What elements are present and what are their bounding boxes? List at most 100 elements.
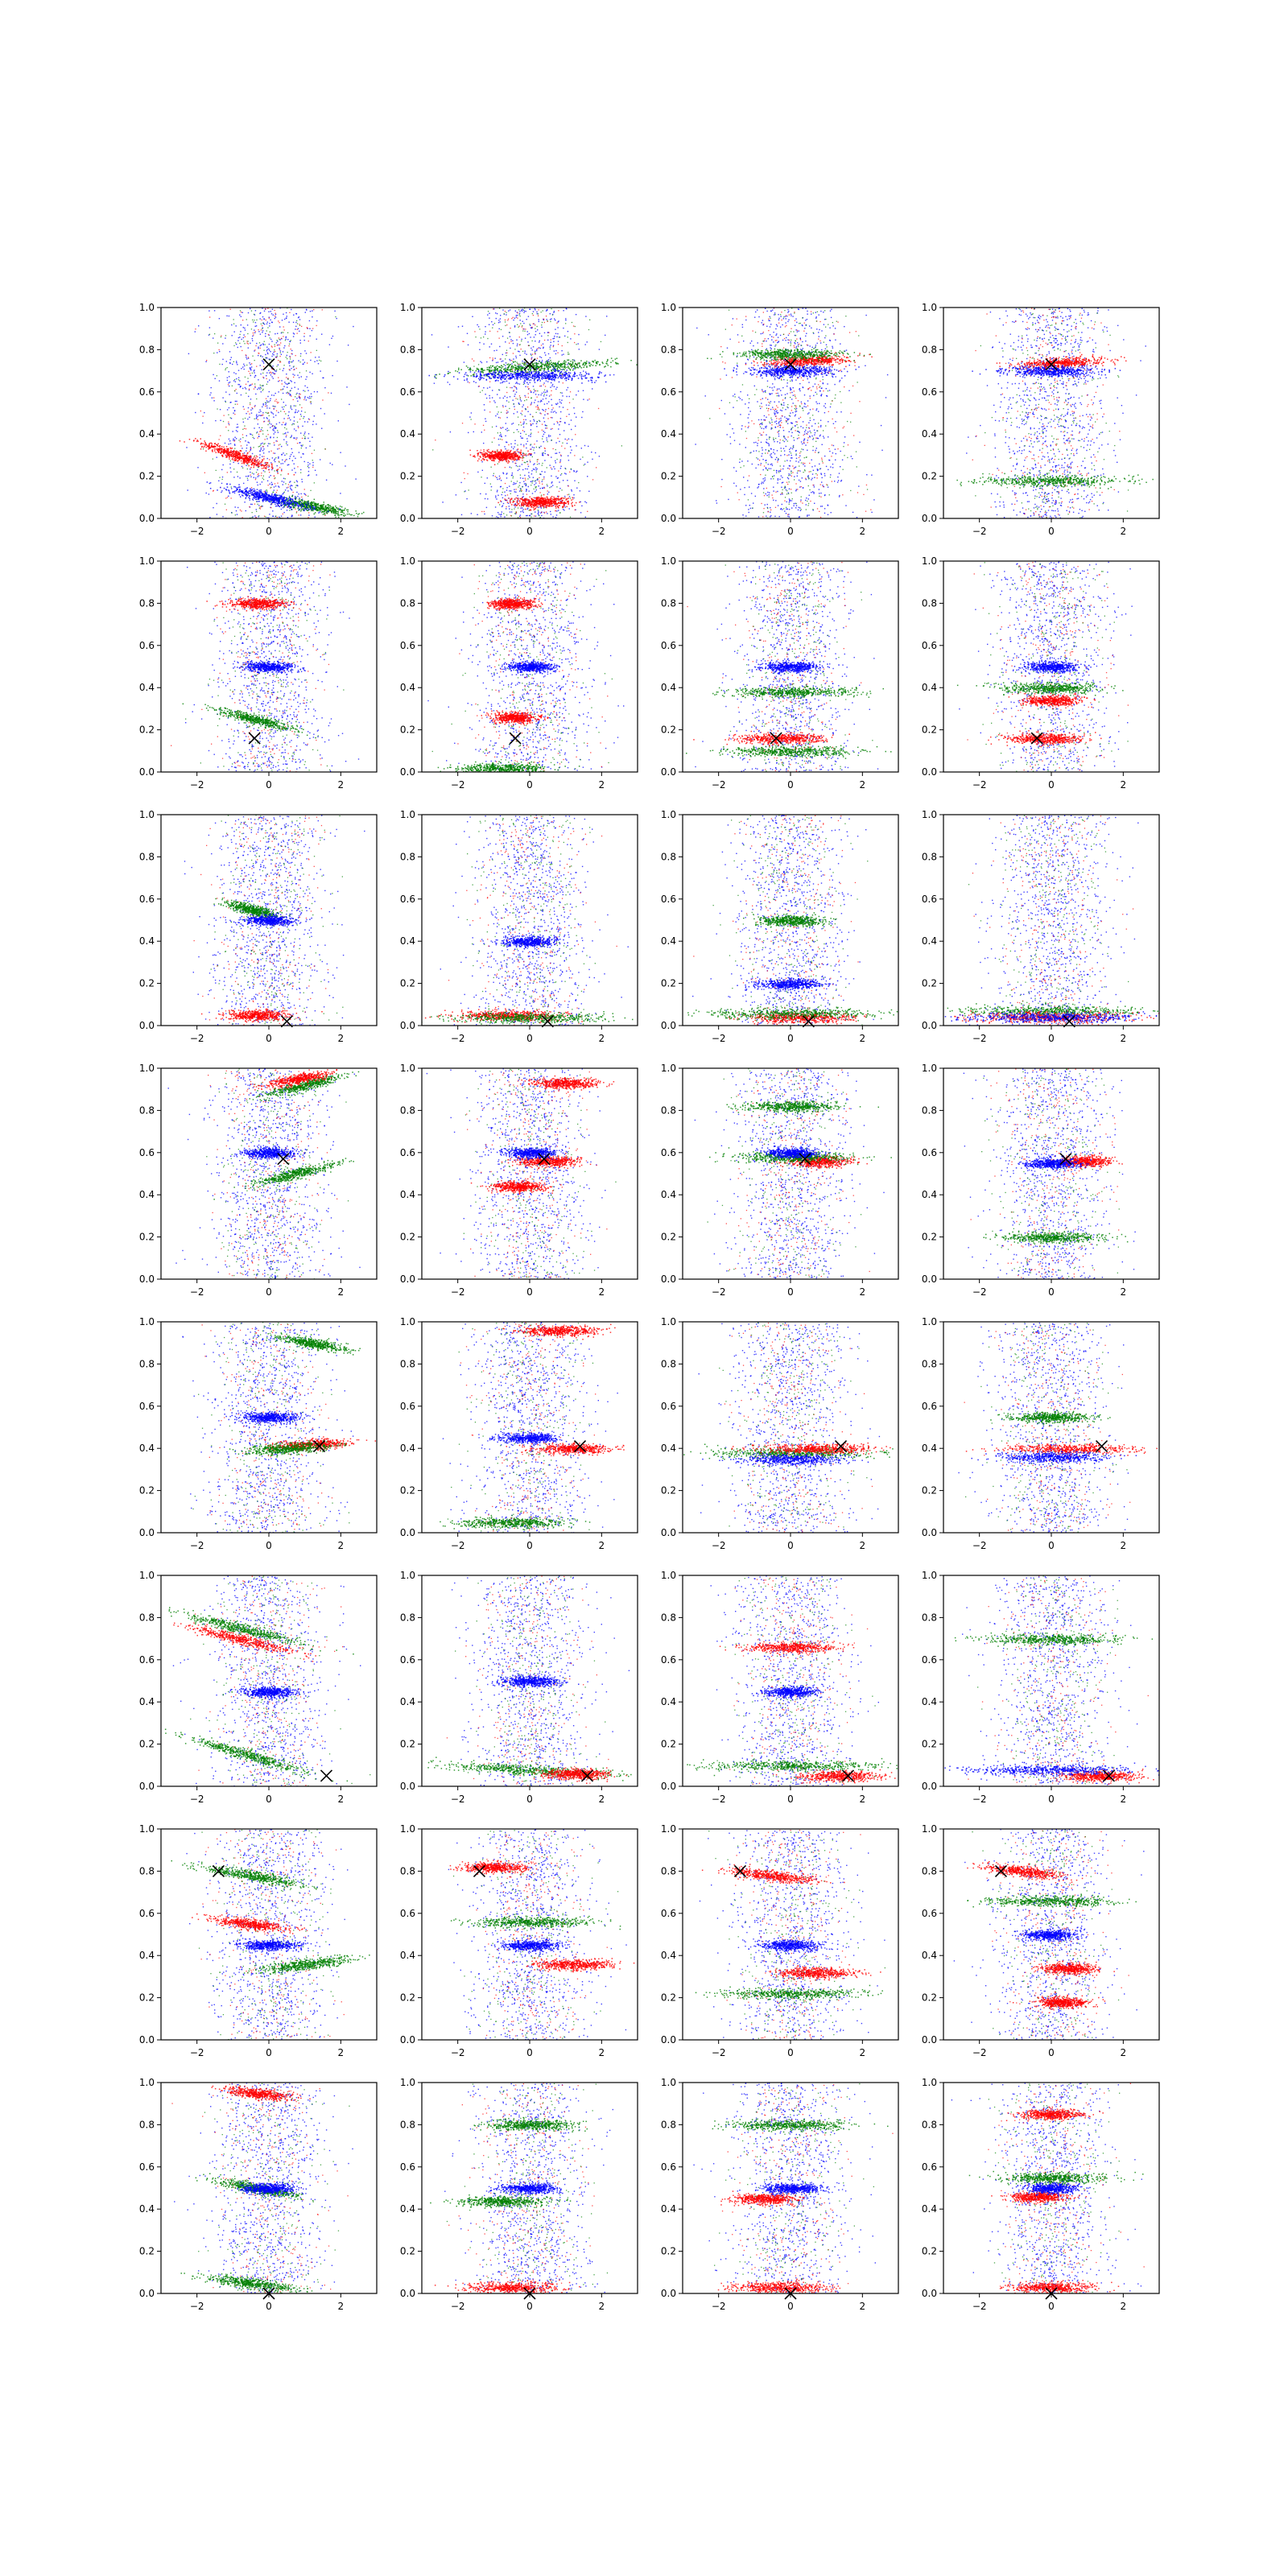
scatter-point <box>500 477 501 478</box>
scatter-point <box>228 450 229 452</box>
scatter-point <box>262 389 263 390</box>
scatter-point <box>543 418 544 419</box>
scatter-point <box>525 365 526 367</box>
scatter-point <box>304 461 305 462</box>
scatter-point <box>219 364 220 365</box>
scatter-point <box>280 352 281 353</box>
scatter-point <box>570 338 571 339</box>
scatter-point <box>510 371 512 373</box>
scatter-point <box>239 486 241 488</box>
scatter-point <box>291 489 292 490</box>
scatter-point <box>560 392 561 393</box>
scatter-point <box>259 446 260 447</box>
scatter-point <box>355 510 357 512</box>
scatter-point <box>542 439 543 440</box>
scatter-point <box>239 384 240 385</box>
scatter-point <box>300 361 301 362</box>
scatter-point <box>498 444 499 445</box>
scatter-point <box>330 463 331 464</box>
scatter-point <box>242 388 243 389</box>
scatter-point <box>277 497 279 499</box>
scatter-point <box>572 359 574 361</box>
scatter-point <box>544 322 545 323</box>
scatter-point <box>283 368 284 369</box>
scatter-point <box>277 356 278 357</box>
scatter-point <box>583 370 584 371</box>
scatter-point <box>489 370 490 372</box>
scatter-point <box>213 400 214 401</box>
scatter-point <box>330 506 332 508</box>
scatter-point <box>504 492 505 493</box>
scatter-point <box>263 403 264 404</box>
scatter-point <box>266 493 267 495</box>
scatter-point <box>498 439 499 440</box>
scatter-point <box>474 423 475 424</box>
scatter-point <box>236 438 237 439</box>
scatter-point <box>280 339 281 340</box>
scatter-point <box>617 358 618 360</box>
scatter-point <box>565 473 566 474</box>
scatter-point <box>270 487 271 488</box>
scatter-point <box>225 456 227 457</box>
scatter-point <box>493 438 494 439</box>
scatter-point <box>258 492 259 493</box>
scatter-point <box>523 310 524 311</box>
scatter-point <box>321 428 322 429</box>
scatter-point <box>541 365 543 366</box>
scatter-point <box>530 481 531 482</box>
scatter-point <box>229 351 230 352</box>
scatter-point <box>261 497 262 499</box>
scatter-point <box>265 462 266 464</box>
scatter-point <box>489 411 490 412</box>
scatter-point <box>602 361 604 363</box>
scatter-point <box>518 366 519 368</box>
scatter-point <box>220 420 221 421</box>
scatter-point <box>493 473 494 474</box>
scatter-point <box>327 505 328 506</box>
scatter-point <box>316 339 317 340</box>
scatter-point <box>296 512 297 513</box>
scatter-point <box>236 452 237 454</box>
scatter-point <box>313 508 315 510</box>
scatter-point <box>508 311 509 312</box>
scatter-point <box>262 412 263 413</box>
scatter-point <box>309 419 310 420</box>
scatter-point <box>275 500 276 502</box>
scatter-point <box>281 446 282 447</box>
scatter-point <box>299 397 300 398</box>
scatter-point <box>261 429 262 430</box>
scatter-point <box>542 364 543 365</box>
scatter-point <box>559 364 560 365</box>
scatter-point <box>260 495 262 497</box>
scatter-point <box>283 386 284 387</box>
scatter-point <box>268 469 270 471</box>
scatter-point <box>268 334 269 335</box>
scatter-point <box>209 447 211 448</box>
scatter-point <box>557 327 558 328</box>
scatter-point <box>567 443 568 444</box>
scatter-point <box>244 455 246 456</box>
scatter-point <box>499 346 500 347</box>
scatter-point <box>559 361 560 362</box>
scatter-point <box>524 361 525 362</box>
scatter-point <box>576 375 578 377</box>
scatter-point <box>257 498 258 500</box>
scatter-point <box>515 483 516 484</box>
scatter-point <box>514 440 515 441</box>
scatter-point <box>519 404 520 405</box>
scatter-point <box>267 463 269 464</box>
scatter-point <box>557 478 558 479</box>
scatter-point <box>263 319 264 320</box>
scatter-point <box>506 417 507 418</box>
scatter-point <box>557 333 558 334</box>
scatter-point <box>309 328 310 329</box>
scatter-point <box>499 478 500 479</box>
scatter-point <box>274 433 275 434</box>
scatter-point <box>519 466 520 467</box>
scatter-point <box>250 447 251 448</box>
scatter-point <box>214 444 216 445</box>
scatter-point <box>295 502 296 504</box>
scatter-point <box>532 447 533 448</box>
scatter-point <box>556 452 557 453</box>
scatter-point <box>517 411 518 412</box>
